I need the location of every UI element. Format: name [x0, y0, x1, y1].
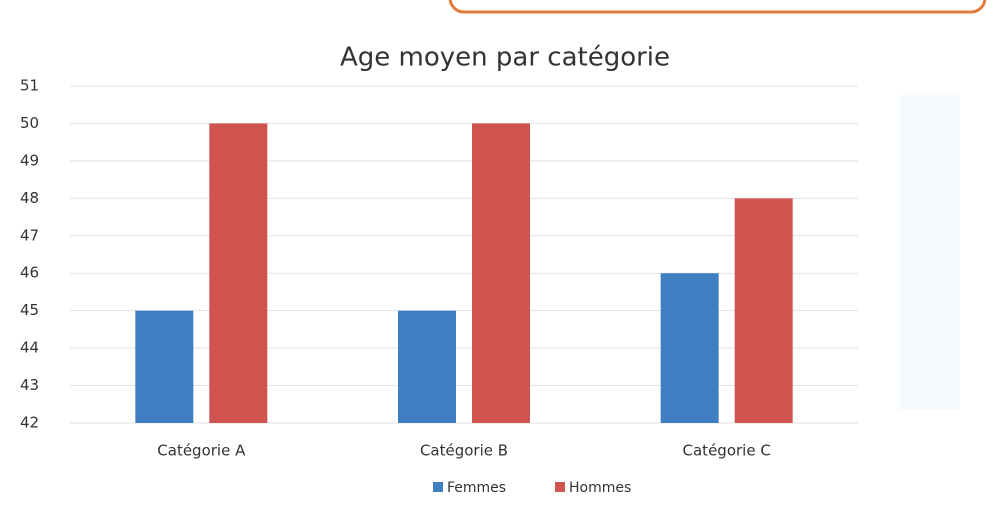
x-tick-label: Catégorie B [420, 442, 508, 460]
bar [660, 273, 719, 423]
y-tick-label: 50 [20, 114, 39, 132]
chart-title: Age moyen par catégorie [340, 43, 670, 73]
bar [734, 198, 793, 423]
bar [135, 310, 194, 423]
bar [209, 123, 268, 423]
x-tick-label: Catégorie A [157, 442, 246, 460]
y-tick-label: 51 [20, 77, 39, 95]
y-tick-label: 43 [20, 376, 39, 394]
x-tick-label: Catégorie C [683, 442, 771, 460]
y-tick-label: 48 [20, 189, 39, 207]
legend-label: Femmes [447, 480, 506, 496]
callout-frame [448, 0, 987, 14]
legend-label: Hommes [569, 480, 631, 496]
legend-swatch [433, 482, 443, 492]
bar [398, 310, 456, 423]
y-tick-label: 46 [20, 264, 39, 282]
y-tick-label: 42 [20, 414, 39, 432]
y-tick-label: 47 [20, 226, 39, 244]
side-panel [900, 95, 960, 410]
y-tick-label: 45 [20, 301, 39, 319]
y-tick-label: 44 [20, 339, 39, 357]
y-tick-label: 49 [20, 151, 39, 169]
bar [472, 123, 530, 423]
legend-swatch [555, 482, 565, 492]
